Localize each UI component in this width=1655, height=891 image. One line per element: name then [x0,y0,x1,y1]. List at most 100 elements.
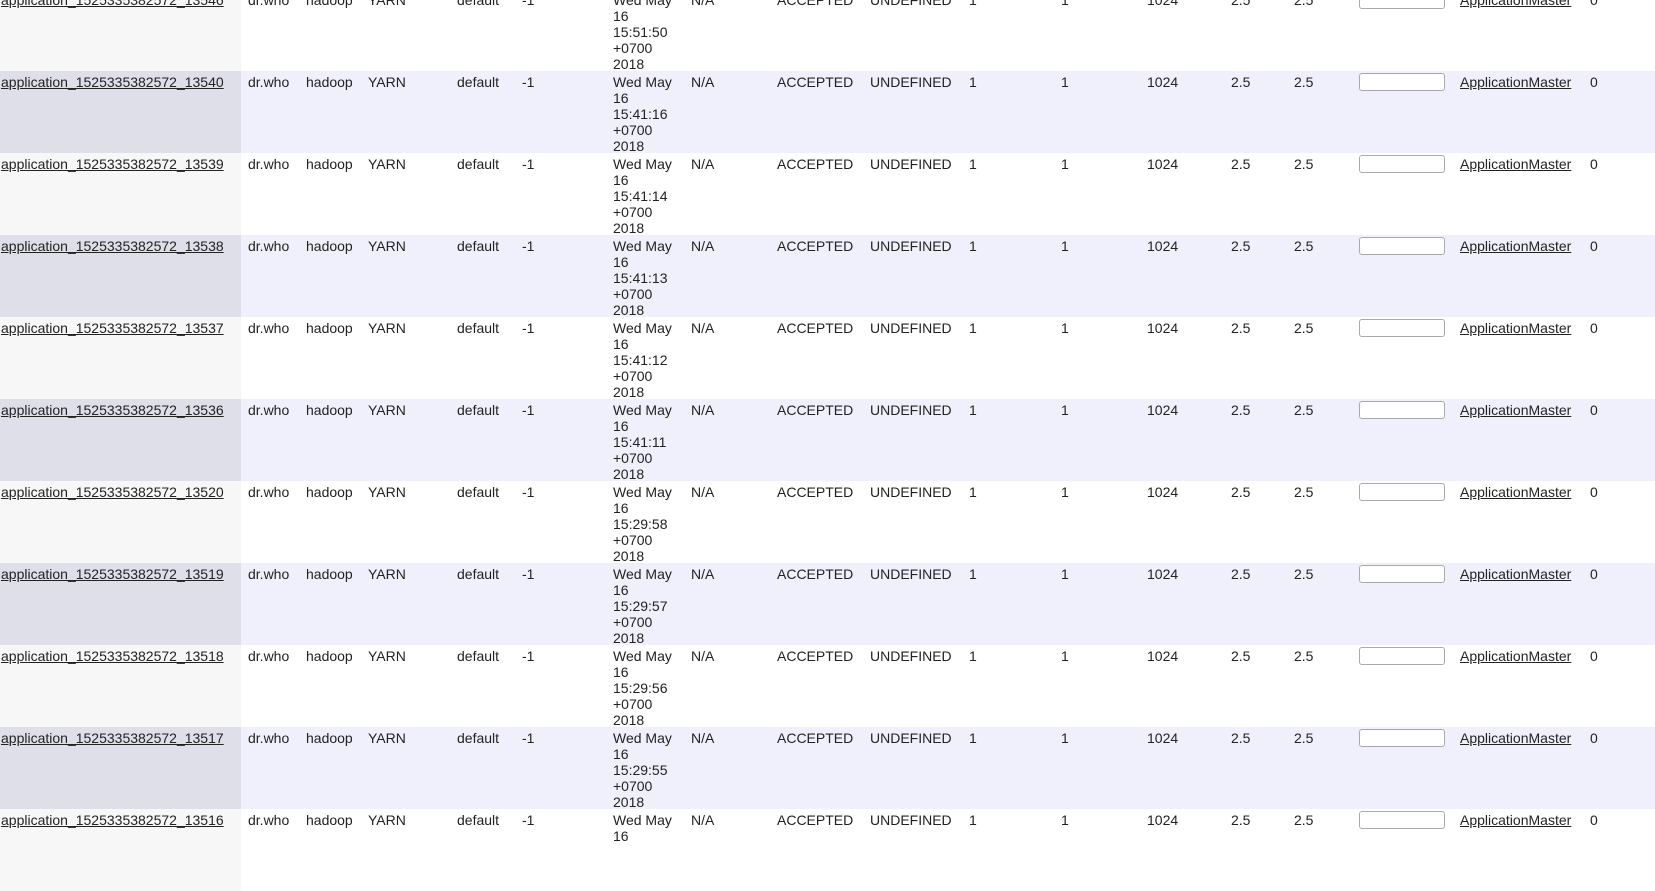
finish-time-cell: N/A [691,156,715,172]
memory-cell: 1024 [1147,156,1179,172]
start-time-line: 2018 [613,712,645,728]
containers-cell: 1 [969,812,977,828]
user-cell: dr.who [248,0,290,8]
start-time-line: 15:41:13 [613,270,668,286]
state-cell: ACCEPTED [777,402,854,418]
tracking-ui-link[interactable]: ApplicationMaster [1460,320,1572,336]
priority-input[interactable] [1359,401,1445,419]
final-status-cell: UNDEFINED [870,648,952,664]
priority-input[interactable] [1359,0,1445,9]
app-id-link[interactable]: application_1525335382572_13517 [1,730,224,746]
priority-input[interactable] [1359,73,1445,91]
queue-percent-cell: 2.5 [1231,730,1251,746]
app-id-link[interactable]: application_1525335382572_13516 [1,812,224,828]
blacklisted-nodes-cell: 0 [1590,320,1598,336]
priority-input[interactable] [1359,237,1445,255]
memory-cell: 1024 [1147,238,1179,254]
tracking-ui-link[interactable]: ApplicationMaster [1460,648,1572,664]
start-time-line: Wed May [613,0,672,8]
start-time-line: 16 [613,336,629,352]
app-id-link[interactable]: application_1525335382572_13518 [1,648,224,664]
finish-time-cell: N/A [691,402,715,418]
app-id-link[interactable]: application_1525335382572_13536 [1,402,224,418]
app-id-link[interactable]: application_1525335382572_13519 [1,566,224,582]
tracking-ui-link[interactable]: ApplicationMaster [1460,156,1572,172]
cluster-percent-cell: 2.5 [1294,484,1314,500]
memory-cell: 1024 [1147,566,1179,582]
id-cell-bg [0,71,241,153]
final-status-cell: UNDEFINED [870,730,952,746]
start-time-line: 2018 [613,384,645,400]
state-cell: ACCEPTED [777,0,854,8]
start-time-line: 16 [613,254,629,270]
start-time-line: Wed May [613,238,672,254]
final-status-cell: UNDEFINED [870,566,952,582]
app-id-link[interactable]: application_1525335382572_13520 [1,484,224,500]
vcores-cell: 1 [1061,484,1069,500]
start-time-line: 2018 [613,56,645,72]
vcores-cell: 1 [1061,566,1069,582]
state-cell: ACCEPTED [777,156,854,172]
start-time-line: 15:29:56 [613,680,668,696]
id-cell-bg [0,0,241,71]
priority-cell: -1 [522,566,535,582]
priority-input[interactable] [1359,483,1445,501]
name-cell: hadoop [306,730,353,746]
blacklisted-nodes-cell: 0 [1590,730,1598,746]
containers-cell: 1 [969,402,977,418]
app-id-link[interactable]: application_1525335382572_13546 [1,0,224,8]
state-cell: ACCEPTED [777,566,854,582]
priority-input[interactable] [1359,319,1445,337]
start-time-line: 16 [613,418,629,434]
start-time-line: +0700 [613,450,653,466]
start-time-line: 16 [613,582,629,598]
tracking-ui-link[interactable]: ApplicationMaster [1460,730,1572,746]
queue-cell: default [457,320,500,336]
name-cell: hadoop [306,156,353,172]
tracking-ui-link[interactable]: ApplicationMaster [1460,402,1572,418]
tracking-ui-link[interactable]: ApplicationMaster [1460,484,1572,500]
memory-cell: 1024 [1147,648,1179,664]
priority-input[interactable] [1359,647,1445,665]
table-row: application_1525335382572_13519 dr.who had… [0,563,1655,646]
tracking-ui-link[interactable]: ApplicationMaster [1460,566,1572,582]
priority-input[interactable] [1359,729,1445,747]
tracking-ui-link[interactable]: ApplicationMaster [1460,74,1572,90]
user-cell: dr.who [248,238,290,254]
app-id-link[interactable]: application_1525335382572_13539 [1,156,224,172]
id-cell-bg [0,399,241,481]
priority-input[interactable] [1359,155,1445,173]
finish-time-cell: N/A [691,238,715,254]
app-id-link[interactable]: application_1525335382572_13538 [1,238,224,254]
queue-percent-cell: 2.5 [1231,0,1251,8]
table-row: application_1525335382572_13536 dr.who had… [0,399,1655,482]
vcores-cell: 1 [1061,812,1069,828]
tracking-ui-link[interactable]: ApplicationMaster [1460,0,1572,8]
queue-percent-cell: 2.5 [1231,484,1251,500]
tracking-ui-link[interactable]: ApplicationMaster [1460,812,1572,828]
final-status-cell: UNDEFINED [870,238,952,254]
state-cell: ACCEPTED [777,484,854,500]
app-id-link[interactable]: application_1525335382572_13537 [1,320,224,336]
start-time-line: 16 [613,172,629,188]
tracking-ui-link[interactable]: ApplicationMaster [1460,238,1572,254]
app-id-link[interactable]: application_1525335382572_13540 [1,74,224,90]
vcores-cell: 1 [1061,320,1069,336]
priority-cell: -1 [522,238,535,254]
id-cell-bg [0,153,241,235]
name-cell: hadoop [306,812,353,828]
table-row: application_1525335382572_13538 dr.who had… [0,235,1655,318]
priority-input[interactable] [1359,811,1445,829]
priority-input[interactable] [1359,565,1445,583]
final-status-cell: UNDEFINED [870,320,952,336]
user-cell: dr.who [248,402,290,418]
start-time-line: Wed May [613,402,672,418]
start-time-line: 2018 [613,466,645,482]
name-cell: hadoop [306,484,353,500]
start-time-line: 15:29:57 [613,598,668,614]
cluster-percent-cell: 2.5 [1294,74,1314,90]
finish-time-cell: N/A [691,812,715,828]
priority-cell: -1 [522,156,535,172]
memory-cell: 1024 [1147,320,1179,336]
containers-cell: 1 [969,238,977,254]
